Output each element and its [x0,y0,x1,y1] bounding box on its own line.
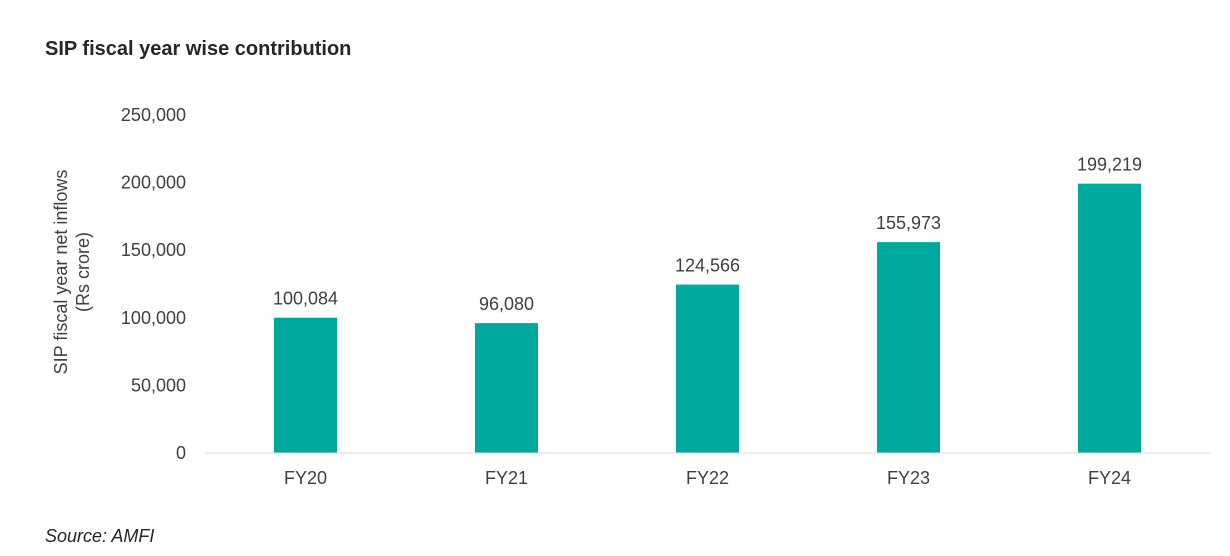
x-tick-label: FY21 [485,468,528,488]
bar-fy22 [676,284,739,453]
bar-fy21 [475,323,538,453]
y-tick-label: 0 [176,443,186,463]
data-label: 100,084 [273,289,338,309]
y-tick-label: 150,000 [121,240,186,260]
x-tick-label: FY20 [284,468,327,488]
y-axis-label-line: SIP fiscal year net inflows [51,170,71,375]
x-tick-label: FY23 [887,468,930,488]
data-label: 96,080 [479,294,534,314]
bars [274,183,1141,453]
y-tick-label: 200,000 [121,173,186,193]
x-tick-label: FY22 [686,468,729,488]
data-label: 155,973 [876,213,941,233]
data-label: 199,219 [1077,155,1142,175]
data-labels: 100,084 96,080 124,566 155,973 199,219 [273,155,1142,314]
bar-fy24 [1078,183,1141,453]
bar-fy20 [274,317,337,453]
x-tick-label: FY24 [1088,468,1131,488]
y-tick-label: 50,000 [131,375,186,395]
chart-title: SIP fiscal year wise contribution [45,38,352,60]
y-axis-ticks: 0 50,000 100,000 150,000 200,000 250,000 [121,105,186,463]
source-note: Source: AMFI [45,526,155,546]
y-axis-label-line: (Rs crore) [73,232,93,312]
y-axis-label: SIP fiscal year net inflows (Rs crore) [51,170,93,375]
y-tick-label: 100,000 [121,308,186,328]
bar-fy23 [877,242,940,453]
data-label: 124,566 [675,256,740,276]
x-axis-ticks: FY20 FY21 FY22 FY23 FY24 [284,468,1131,488]
y-tick-label: 250,000 [121,105,186,125]
